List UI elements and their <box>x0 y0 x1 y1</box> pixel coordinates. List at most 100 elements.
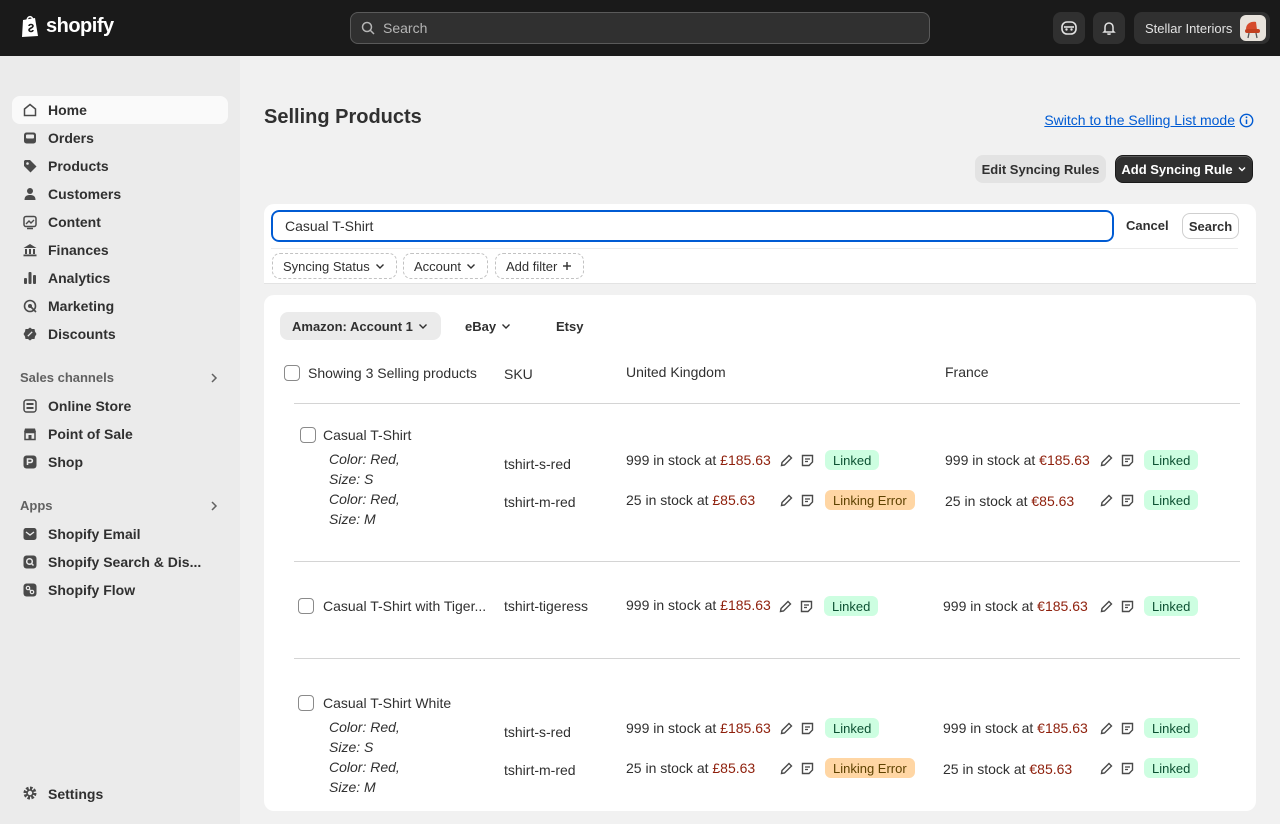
product-checkbox[interactable] <box>300 427 316 443</box>
cancel-search-button[interactable]: Cancel <box>1126 218 1169 233</box>
tab-amazon-account-1[interactable]: Amazon: Account 1 <box>280 312 441 340</box>
note-icon[interactable] <box>799 492 815 508</box>
stock-text: in stock at <box>972 452 1036 468</box>
edit-pencil-icon[interactable] <box>778 452 794 468</box>
note-icon[interactable] <box>798 598 814 614</box>
nav-label: Customers <box>48 186 122 202</box>
store-menu-button[interactable]: Stellar Interiors <box>1134 12 1270 44</box>
product-name[interactable]: Casual T-Shirt <box>323 427 412 443</box>
switch-mode-label: Switch to the Selling List mode <box>1044 112 1235 128</box>
tab-ebay[interactable]: eBay <box>465 312 512 340</box>
select-all-checkbox[interactable] <box>284 365 300 381</box>
edit-pencil-icon[interactable] <box>1098 452 1114 468</box>
shopify-logo[interactable]: shopify <box>20 14 114 38</box>
stock-price: €185.63 <box>1039 452 1090 468</box>
store-icon <box>22 398 38 414</box>
stock-price: £185.63 <box>720 452 771 468</box>
nav-content[interactable]: Content <box>12 208 228 236</box>
product-checkbox[interactable] <box>298 695 314 711</box>
nav-label: Orders <box>48 130 94 146</box>
nav-online-store[interactable]: Online Store <box>12 392 228 420</box>
status-badge: Linked <box>824 596 879 616</box>
status-badge: Linked <box>1144 718 1199 738</box>
nav-discounts[interactable]: Discounts <box>12 320 228 348</box>
nav-label: Home <box>48 102 87 118</box>
nav-shop[interactable]: Shop <box>12 448 228 476</box>
chevron-down-icon <box>1238 166 1246 172</box>
sales-channels-section[interactable]: Sales channels <box>20 370 220 385</box>
nav-settings[interactable]: Settings <box>12 780 228 808</box>
edit-pencil-icon[interactable] <box>1098 760 1114 776</box>
column-header-sku: SKU <box>504 366 533 382</box>
nav-point-of-sale[interactable]: Point of Sale <box>12 420 228 448</box>
nav-analytics[interactable]: Analytics <box>12 264 228 292</box>
stock-price: £185.63 <box>720 720 771 736</box>
note-icon[interactable] <box>799 760 815 776</box>
syncing-status-filter[interactable]: Syncing Status <box>272 253 397 279</box>
uk-stock: 25 in stock at £85.63 <box>626 760 755 776</box>
nav-home[interactable]: Home <box>12 96 228 124</box>
stock-price: €85.63 <box>1029 761 1073 777</box>
uk-stock: 999 in stock at £185.63 <box>626 452 771 468</box>
add-syncing-rule-button[interactable]: Add Syncing Rule <box>1115 155 1253 183</box>
divider <box>294 403 1240 404</box>
edit-pencil-icon[interactable] <box>777 598 793 614</box>
sku-value: tshirt-s-red <box>504 456 571 472</box>
add-filter-button[interactable]: Add filter <box>495 253 585 279</box>
flow-icon <box>22 582 38 598</box>
variant-color: Color: Red, <box>329 759 400 775</box>
product-search-input[interactable] <box>270 209 1115 243</box>
note-icon[interactable] <box>799 452 815 468</box>
nav-shopify-search[interactable]: Shopify Search & Dis... <box>12 548 228 576</box>
product-name[interactable]: Casual T-Shirt White <box>323 695 452 711</box>
edit-pencil-icon[interactable] <box>1098 492 1114 508</box>
note-icon[interactable] <box>1119 720 1135 736</box>
note-icon[interactable] <box>1119 760 1135 776</box>
nav-label: Settings <box>48 786 104 802</box>
nav-customers[interactable]: Customers <box>12 180 228 208</box>
note-icon[interactable] <box>799 720 815 736</box>
note-icon[interactable] <box>1119 598 1135 614</box>
sidekick-button[interactable] <box>1053 12 1085 44</box>
page-title: Selling Products <box>264 106 422 128</box>
note-icon[interactable] <box>1119 492 1135 508</box>
edit-pencil-icon[interactable] <box>1098 598 1114 614</box>
stock-price: €185.63 <box>1037 598 1088 614</box>
nav-shopify-email[interactable]: Shopify Email <box>12 520 228 548</box>
info-icon[interactable] <box>1239 113 1254 128</box>
notifications-button[interactable] <box>1093 12 1125 44</box>
store-avatar <box>1240 15 1266 41</box>
stock-qty: 999 <box>945 452 969 468</box>
nav-products[interactable]: Products <box>12 152 228 180</box>
status-badge: Linked <box>1144 450 1199 470</box>
chevron-down-icon <box>466 264 475 269</box>
switch-mode-link[interactable]: Switch to the Selling List mode <box>1044 112 1254 128</box>
nav-shopify-flow[interactable]: Shopify Flow <box>12 576 228 604</box>
variant-size: Size: S <box>329 471 374 487</box>
note-icon[interactable] <box>1119 452 1135 468</box>
product-checkbox[interactable] <box>298 598 314 614</box>
stock-price: £185.63 <box>720 597 771 613</box>
edit-pencil-icon[interactable] <box>778 760 794 776</box>
edit-pencil-icon[interactable] <box>778 492 794 508</box>
sidekick-icon <box>1061 21 1077 35</box>
variant-size: Size: M <box>329 511 376 527</box>
nav-orders[interactable]: Orders <box>12 124 228 152</box>
fr-stock: 999 in stock at €185.63 <box>945 452 1090 468</box>
uk-stock: 999 in stock at £185.63 <box>626 720 771 736</box>
nav-label: Marketing <box>48 298 115 314</box>
edit-pencil-icon[interactable] <box>1098 720 1114 736</box>
tab-etsy[interactable]: Etsy <box>556 312 583 340</box>
product-name[interactable]: Casual T-Shirt with Tiger... <box>323 598 487 614</box>
nav-finances[interactable]: Finances <box>12 236 228 264</box>
account-filter[interactable]: Account <box>403 253 488 279</box>
sku-value: tshirt-m-red <box>504 494 576 510</box>
search-button[interactable]: Search <box>1182 213 1239 239</box>
brand-name: shopify <box>46 14 114 37</box>
edit-pencil-icon[interactable] <box>778 720 794 736</box>
filter-label: Add filter <box>506 258 558 274</box>
apps-section[interactable]: Apps <box>20 498 220 513</box>
nav-marketing[interactable]: Marketing <box>12 292 228 320</box>
global-search-input[interactable]: Search <box>350 12 930 44</box>
edit-syncing-rules-button[interactable]: Edit Syncing Rules <box>975 155 1106 183</box>
